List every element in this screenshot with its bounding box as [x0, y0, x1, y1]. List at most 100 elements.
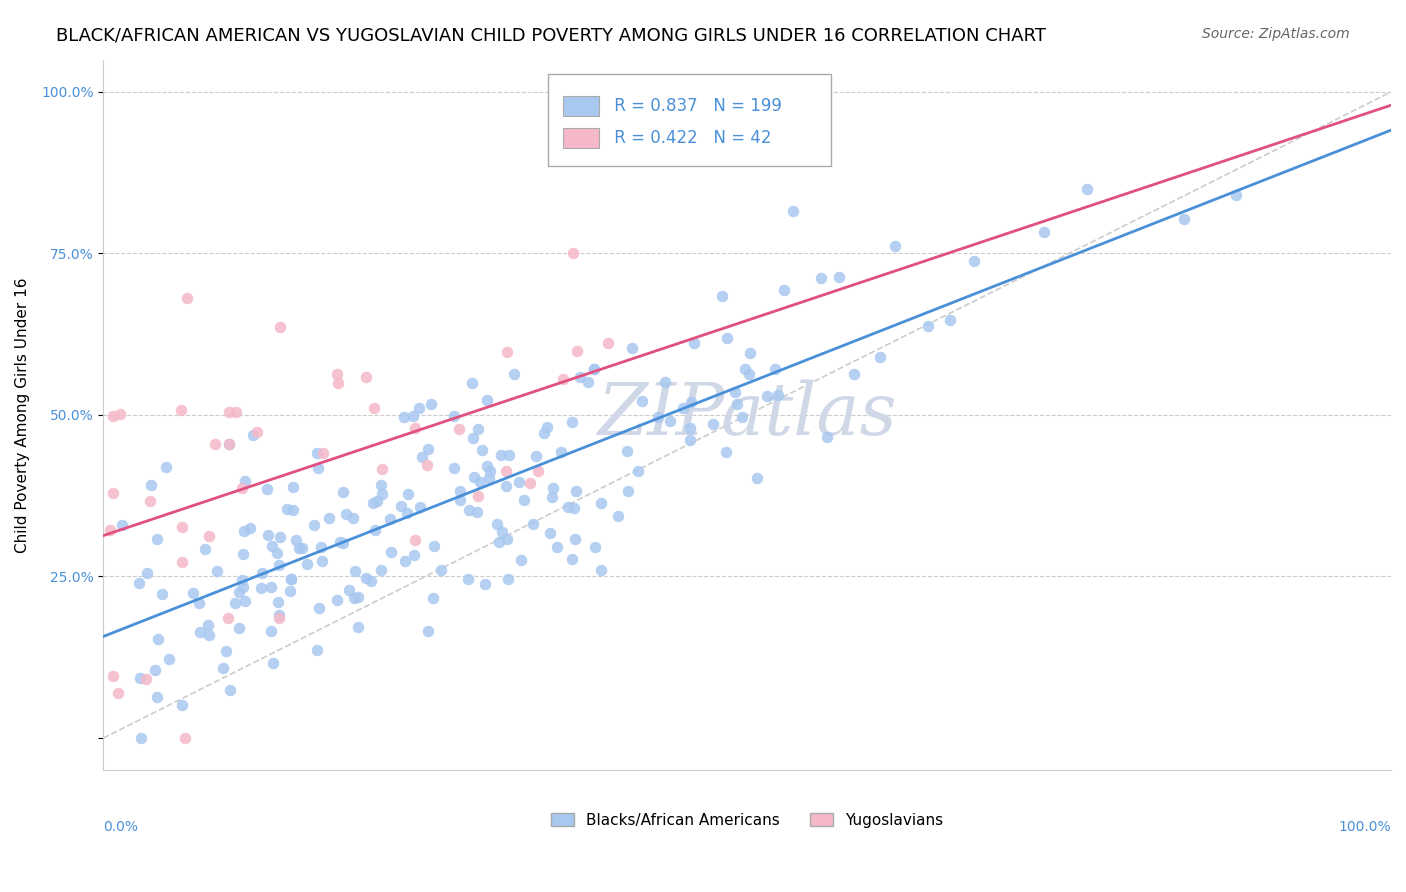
- Point: [671, 401, 693, 416]
- Point: [404, 421, 426, 435]
- Point: [475, 459, 498, 474]
- Point: [212, 661, 235, 675]
- Point: [188, 595, 211, 609]
- Point: [155, 459, 177, 474]
- Point: [302, 518, 325, 533]
- Point: [419, 397, 441, 411]
- Point: [550, 445, 572, 459]
- Point: [228, 621, 250, 635]
- Point: [519, 475, 541, 490]
- Point: [326, 367, 349, 381]
- Point: [576, 375, 599, 389]
- Point: [541, 490, 564, 504]
- Point: [491, 524, 513, 539]
- Text: BLACK/AFRICAN AMERICAN VS YUGOSLAVIAN CHILD POVERTY AMONG GIRLS UNDER 16 CORRELA: BLACK/AFRICAN AMERICAN VS YUGOSLAVIAN CH…: [56, 27, 1046, 45]
- Point: [461, 376, 484, 391]
- Point: [252, 566, 274, 580]
- Point: [422, 591, 444, 606]
- Point: [174, 731, 197, 745]
- Point: [389, 500, 412, 514]
- Point: [631, 394, 654, 409]
- Point: [418, 624, 440, 639]
- Point: [474, 577, 496, 591]
- Point: [231, 481, 253, 495]
- Point: [522, 516, 544, 531]
- Point: [917, 319, 939, 334]
- Point: [738, 367, 761, 381]
- Point: [508, 475, 530, 490]
- Point: [495, 464, 517, 478]
- Point: [197, 618, 219, 632]
- Point: [318, 511, 340, 525]
- Text: Source: ZipAtlas.com: Source: ZipAtlas.com: [1202, 27, 1350, 41]
- Point: [815, 430, 838, 444]
- Point: [332, 485, 354, 500]
- Point: [269, 558, 291, 572]
- Point: [565, 483, 588, 498]
- Y-axis label: Child Poverty Among Girls Under 16: Child Poverty Among Girls Under 16: [15, 277, 30, 553]
- Point: [583, 540, 606, 554]
- Point: [423, 539, 446, 553]
- Point: [101, 669, 124, 683]
- Point: [283, 503, 305, 517]
- Point: [326, 593, 349, 607]
- Point: [616, 484, 638, 499]
- Point: [526, 449, 548, 463]
- Point: [557, 500, 579, 514]
- Point: [280, 572, 302, 586]
- Text: 0.0%: 0.0%: [104, 820, 138, 834]
- Point: [447, 422, 470, 436]
- Legend: Blacks/African Americans, Yugoslavians: Blacks/African Americans, Yugoslavians: [544, 806, 949, 834]
- Point: [361, 496, 384, 510]
- Point: [740, 346, 762, 360]
- FancyBboxPatch shape: [564, 95, 599, 116]
- Point: [496, 573, 519, 587]
- Point: [1032, 225, 1054, 239]
- Point: [344, 564, 367, 578]
- Point: [731, 409, 754, 424]
- Point: [567, 344, 589, 359]
- Point: [766, 387, 789, 401]
- Point: [411, 450, 433, 465]
- Point: [101, 486, 124, 500]
- Point: [380, 545, 402, 559]
- Point: [139, 494, 162, 508]
- Point: [101, 409, 124, 423]
- Point: [513, 493, 536, 508]
- Point: [218, 683, 240, 698]
- Point: [136, 566, 159, 581]
- Point: [129, 731, 152, 745]
- Point: [170, 698, 193, 712]
- Point: [475, 392, 498, 407]
- Point: [443, 409, 465, 423]
- Point: [225, 405, 247, 419]
- Point: [679, 433, 702, 447]
- Point: [309, 541, 332, 555]
- Point: [326, 376, 349, 390]
- Point: [647, 410, 669, 425]
- Point: [963, 254, 986, 268]
- Point: [1225, 187, 1247, 202]
- Point: [311, 554, 333, 568]
- Point: [498, 448, 520, 462]
- Point: [396, 506, 419, 520]
- Point: [415, 458, 437, 472]
- Point: [409, 500, 432, 514]
- Point: [562, 500, 585, 515]
- Point: [654, 375, 676, 389]
- Point: [496, 345, 519, 359]
- Point: [356, 370, 378, 384]
- Point: [450, 493, 472, 508]
- Point: [157, 652, 180, 666]
- Text: R = 0.837   N = 199: R = 0.837 N = 199: [609, 97, 782, 115]
- Point: [224, 596, 246, 610]
- Point: [488, 535, 510, 549]
- Point: [589, 563, 612, 577]
- Point: [197, 628, 219, 642]
- Point: [607, 508, 630, 523]
- Point: [260, 539, 283, 553]
- Point: [337, 582, 360, 597]
- Point: [477, 471, 499, 485]
- Point: [702, 417, 724, 431]
- Point: [370, 563, 392, 577]
